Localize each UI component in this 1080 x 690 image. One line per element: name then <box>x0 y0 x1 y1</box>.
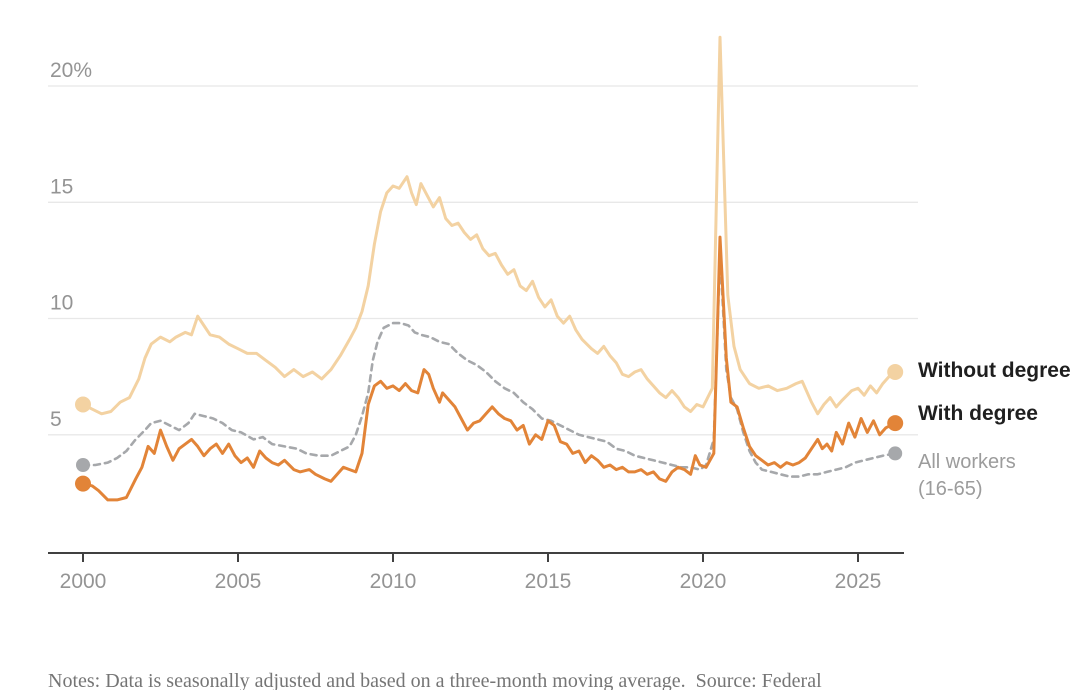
x-axis-tick-label: 2010 <box>370 570 417 593</box>
series-line-all-workers-16-65- <box>81 252 897 478</box>
series-line-with-degree <box>81 235 897 502</box>
y-axis-tick-label: 10 <box>50 292 73 315</box>
legend-all-workers-line1: All workers <box>918 451 1016 473</box>
series-endpoint-dot <box>75 475 91 492</box>
series-line-without-degree <box>81 35 897 416</box>
x-axis-tick-label: 2020 <box>680 570 727 593</box>
legend-label-without-degree: Without degree <box>918 359 1071 382</box>
x-axis-tick-label: 2005 <box>215 570 262 593</box>
y-axis-tick-label: 15 <box>50 175 73 198</box>
footnote-line1: Notes: Data is seasonally adjusted and b… <box>48 670 822 690</box>
x-axis-tick-label: 2000 <box>60 570 107 593</box>
series-endpoint-dot <box>887 415 904 432</box>
series-endpoint-dot <box>887 364 904 380</box>
x-axis-tick-label: 2015 <box>525 570 572 593</box>
y-axis-tick-label: 20% <box>50 59 92 82</box>
legend-all-workers-line2: (16-65) <box>918 478 983 500</box>
legend-label-all-workers: All workers (16-65) <box>918 449 1016 503</box>
series-endpoint-dot <box>76 458 90 472</box>
y-axis-tick-label: 5 <box>50 408 62 431</box>
series-endpoint-dot <box>75 396 91 413</box>
series-endpoint-dot <box>888 446 903 461</box>
chart-footnote: Notes: Data is seasonally adjusted and b… <box>48 611 1058 690</box>
legend-label-with-degree: With degree <box>918 402 1038 425</box>
x-axis-tick-label: 2025 <box>835 570 882 593</box>
